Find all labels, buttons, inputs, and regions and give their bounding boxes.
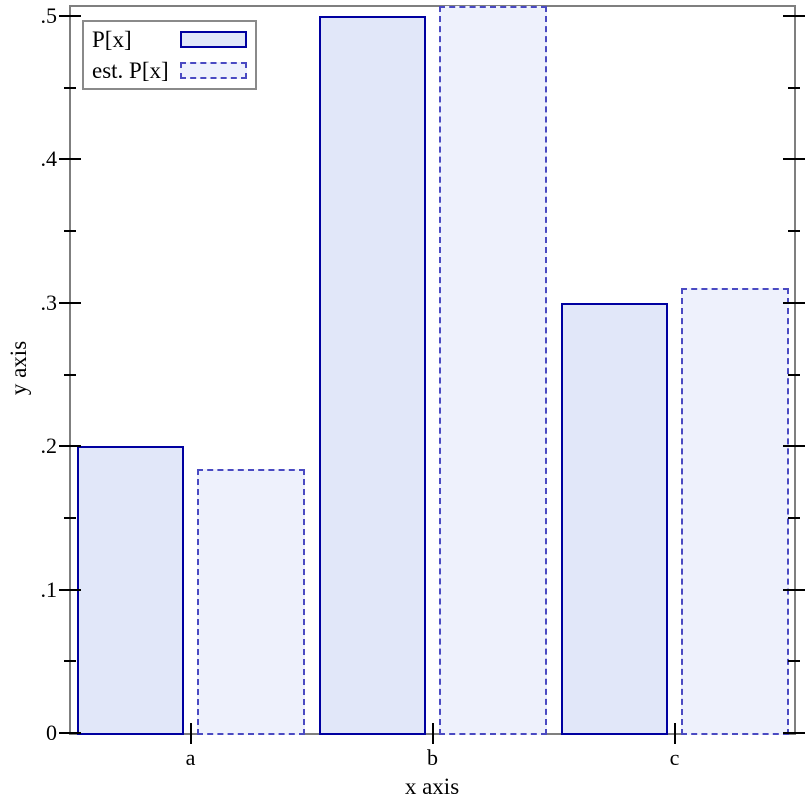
y-tick-label: 0 — [46, 720, 57, 745]
legend-swatch-dashed-icon — [180, 62, 247, 79]
y-major-tick-left — [59, 301, 81, 304]
y-major-tick-left — [59, 732, 81, 734]
y-major-tick-left — [59, 15, 81, 17]
legend: P[x] est. P[x] — [82, 20, 257, 90]
x-tick — [673, 723, 676, 744]
legend-label-px: P[x] — [92, 27, 132, 52]
bar-dashed — [681, 288, 789, 735]
y-major-tick-right — [783, 301, 805, 304]
x-tick — [189, 723, 192, 744]
y-axis-title: y axis — [6, 340, 31, 396]
y-minor-tick-right — [788, 86, 800, 89]
y-minor-tick-left — [64, 373, 76, 376]
y-major-tick-left — [59, 445, 81, 448]
y-major-tick-right — [783, 158, 805, 161]
bar-dashed — [439, 6, 547, 735]
x-tick-label: a — [185, 745, 196, 770]
x-tick-label: b — [427, 745, 438, 770]
y-tick-label: .3 — [40, 289, 58, 315]
x-axis-title: x axis — [404, 774, 460, 799]
legend-item-est-px: est. P[x] — [92, 57, 247, 84]
y-major-tick-right — [783, 15, 805, 17]
bar-solid — [77, 446, 184, 735]
y-tick-label: .2 — [40, 433, 58, 459]
bar-solid — [319, 16, 426, 735]
y-minor-tick-right — [788, 660, 800, 663]
legend-label-est-px: est. P[x] — [92, 58, 169, 83]
bar-dashed — [197, 469, 305, 735]
y-minor-tick-left — [64, 660, 76, 663]
y-tick-label: .1 — [40, 576, 58, 602]
y-minor-tick-right — [788, 230, 800, 233]
x-tick — [431, 723, 434, 744]
x-tick-label: c — [669, 745, 680, 770]
y-minor-tick-right — [788, 516, 800, 519]
bar-solid — [561, 302, 668, 735]
y-major-tick-right — [783, 445, 805, 448]
y-minor-tick-right — [788, 373, 800, 376]
plot-area — [70, 6, 795, 735]
y-minor-tick-left — [64, 230, 76, 233]
y-minor-tick-left — [64, 516, 76, 519]
y-minor-tick-left — [64, 86, 76, 89]
y-tick-label: .5 — [40, 3, 58, 28]
y-major-tick-left — [59, 158, 81, 161]
y-tick-label: .4 — [40, 146, 58, 172]
legend-swatch-solid-icon — [180, 31, 247, 48]
y-major-tick-left — [59, 588, 81, 591]
y-major-tick-right — [783, 732, 805, 734]
legend-item-px: P[x] — [92, 26, 247, 53]
y-major-tick-right — [783, 588, 805, 591]
